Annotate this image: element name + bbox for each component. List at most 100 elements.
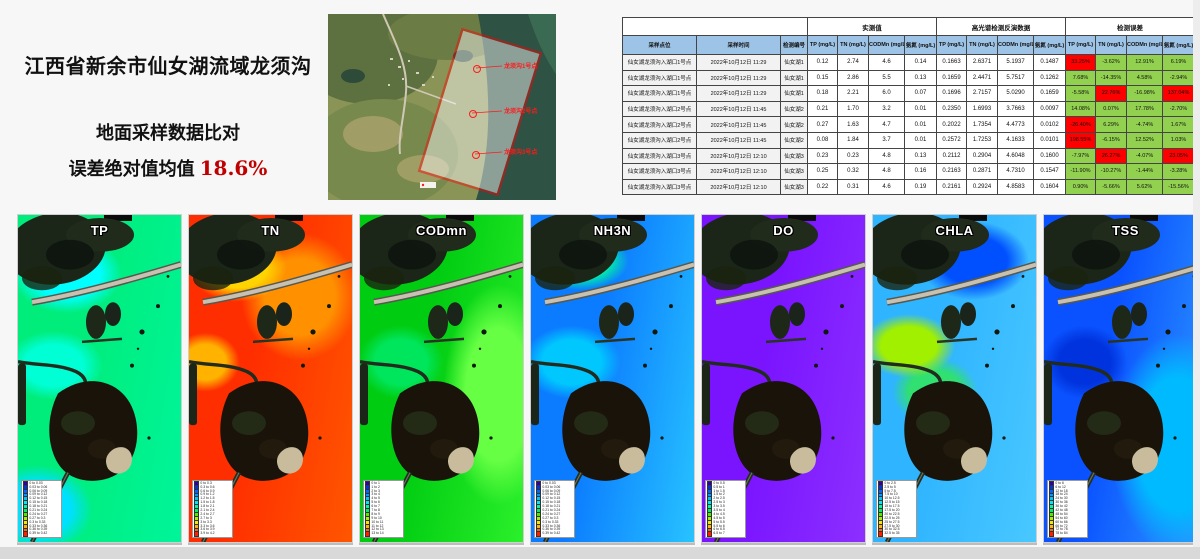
table-row: 仙女湖龙须沟入湖口3号点 2022年10月12日 12:10 仙女湖3 0.23 0.2…: [622, 147, 1196, 165]
table-cell: 12.52%: [1126, 131, 1164, 149]
table-cell: -5.58%: [1065, 85, 1097, 102]
table-cell: 0.07: [904, 85, 938, 102]
table-cell: 0.22: [807, 178, 839, 196]
table-cell: -3.62%: [1095, 54, 1128, 71]
table-body: 仙女湖龙须沟入湖口1号点 2022年10月12日 11:29 仙女湖1 0.12 2.7…: [622, 54, 1196, 196]
table-cell: 2022年10月12日 12:10: [696, 178, 781, 196]
map-parameter-label: DO: [773, 223, 794, 238]
table-cell: -4.74%: [1126, 116, 1164, 133]
sample-point-marker: [469, 110, 477, 118]
table-cell: 0.2161: [936, 178, 968, 196]
col-tn: TN (mg/L): [1095, 35, 1128, 55]
table-cell: 0.2350: [936, 100, 968, 118]
table-cell: 仙女湖1: [779, 85, 809, 102]
blank-header: [621, 17, 809, 36]
col-sample-code: 检测编号: [779, 35, 809, 55]
table-cell: -14.35%: [1095, 69, 1128, 87]
table-cell: 2.7157: [966, 85, 999, 102]
table-cell: -4.07%: [1126, 147, 1164, 165]
map-parameter-label: CODmn: [416, 223, 467, 238]
table-cell: 17.78%: [1126, 100, 1164, 118]
table-row: 仙女湖龙须沟入湖口1号点 2022年10月12日 11:29 仙女湖1 0.15 2.8…: [622, 69, 1196, 87]
table-cell: 0.13: [904, 69, 938, 87]
table-cell: 0.07%: [1095, 100, 1128, 118]
table-cell: 2.6371: [966, 54, 999, 71]
table-cell: 2.86: [837, 69, 870, 87]
table-cell: 0.01: [904, 100, 938, 118]
table-cell: 0.2163: [936, 163, 968, 180]
table-cell: 4.7310: [997, 163, 1035, 180]
sample-point-label: 龙须沟1号点: [504, 64, 538, 70]
table-cell: 0.1659: [1033, 85, 1067, 102]
table-cell: 0.2572: [936, 131, 968, 149]
table-cell: 26.27%: [1095, 147, 1128, 165]
col-tp: TP (mg/L): [936, 35, 968, 55]
table-cell: -5.66%: [1095, 178, 1128, 196]
subtitle-comparison: 地面采样数据比对: [96, 123, 240, 143]
group-error: 检测误差: [1065, 17, 1196, 36]
table-cell: 0.16: [904, 163, 938, 180]
right-margin: [1193, 0, 1200, 547]
table-row: 仙女湖龙须沟入湖口2号点 2022年10月12日 11:45 仙女湖2 0.27 1.6…: [622, 116, 1196, 133]
table-cell: 2022年10月12日 12:10: [696, 147, 781, 165]
table-cell: 仙女湖3: [779, 178, 809, 196]
table-cell: 2.74: [837, 54, 870, 71]
table-cell: -15.56%: [1162, 178, 1196, 196]
col-sample-point: 采样点位: [622, 35, 697, 55]
col-tn: TN (mg/L): [966, 35, 999, 55]
map-parameter-label: TN: [261, 223, 280, 238]
table-cell: 0.32: [837, 163, 870, 180]
error-label: 误差绝对值均值: [68, 159, 200, 179]
table-cell: 137.04%: [1162, 85, 1196, 102]
table-cell: 0.18: [807, 85, 839, 102]
table-cell: 0.1600: [1033, 147, 1067, 165]
table-cell: -2.94%: [1162, 69, 1196, 87]
table-cell: 22.76%: [1095, 85, 1128, 102]
table-cell: 5.5: [868, 69, 906, 87]
comparison-table: 实测值 高光谱检测反演数据 检测误差 采样点位 采样时间 检测编号 TP (mg…: [621, 17, 1196, 196]
table-cell: 仙女湖龙须沟入湖口2号点: [622, 131, 697, 149]
legend-entry: 3.9 to 4.2: [194, 531, 231, 537]
table-cell: 0.1659: [936, 69, 968, 87]
col-nh3: 氨氮 (mg/L): [904, 35, 938, 55]
table-cell: 0.2924: [966, 178, 999, 196]
subtitle-error: 误差绝对值均值 18.6%: [14, 155, 322, 181]
table-cell: -11.90%: [1065, 163, 1097, 180]
table-cell: 0.19: [904, 178, 938, 196]
legend-entry: 6.5 to 7: [707, 531, 744, 537]
table-cell: 仙女湖龙须沟入湖口1号点: [622, 69, 697, 87]
table-cell: 0.1547: [1033, 163, 1067, 180]
table-cell: 1.70: [837, 100, 870, 118]
table-cell: 3.7: [868, 131, 906, 149]
table-cell: 0.0097: [1033, 100, 1067, 118]
table-cell: 4.8: [868, 147, 906, 165]
table-cell: 5.1937: [997, 54, 1035, 71]
map-parameter-label: TSS: [1112, 223, 1139, 238]
table-cell: 0.13: [904, 147, 938, 165]
satellite-locator-image: 龙须沟1号点 龙须沟2号点 龙须沟3号点: [328, 14, 556, 200]
col-nh3: 氨氮 (mg/L): [1162, 35, 1196, 55]
parameter-map: NH3N 0 to 0.03 0.03 to 0.06 0.06 to 0.09 0.…: [530, 214, 695, 543]
col-sample-time: 采样时间: [696, 35, 781, 55]
table-cell: 5.62%: [1126, 178, 1164, 196]
table-cell: 198.55%: [1065, 131, 1097, 149]
table-cell: 0.31: [837, 178, 870, 196]
legend-entry: 13 to 14: [365, 531, 402, 537]
table-cell: 1.7354: [966, 116, 999, 133]
table-cell: 1.84: [837, 131, 870, 149]
table-cell: 33.25%: [1065, 54, 1097, 71]
table-cell: 7.68%: [1065, 69, 1097, 87]
table-cell: -3.28%: [1162, 163, 1196, 180]
table-cell: 0.1604: [1033, 178, 1067, 196]
table-cell: 4.1633: [997, 131, 1035, 149]
table-cell: 仙女湖龙须沟入湖口3号点: [622, 178, 697, 196]
table-cell: 仙女湖2: [779, 100, 809, 118]
table-cell: 4.7: [868, 116, 906, 133]
table-cell: 0.27: [807, 116, 839, 133]
table-cell: 0.25: [807, 163, 839, 180]
table-cell: 0.08: [807, 131, 839, 149]
